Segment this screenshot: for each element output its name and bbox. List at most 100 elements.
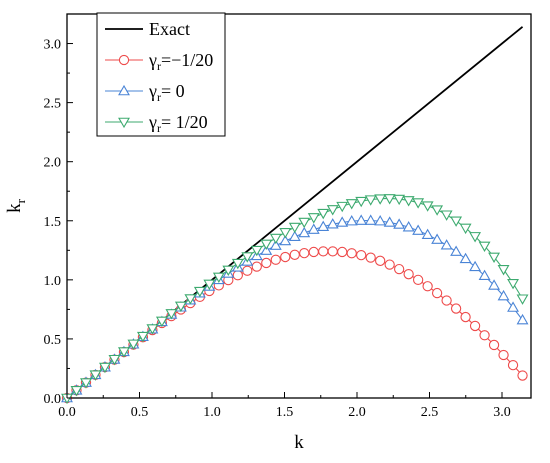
y-tick-label: 1.0 — [44, 274, 62, 289]
data-point-2 — [355, 214, 368, 225]
legend-subscript: r — [157, 59, 161, 73]
data-point-1 — [289, 249, 300, 260]
legend-text-rest: = 1/20 — [161, 112, 208, 132]
data-point-2 — [412, 224, 425, 235]
data-point-3 — [431, 205, 444, 216]
data-point-3 — [70, 386, 83, 397]
y-tick-label: 1.5 — [44, 215, 62, 230]
data-point-3 — [241, 252, 254, 263]
data-point-3 — [326, 205, 339, 216]
data-point-3 — [99, 362, 111, 374]
data-point-3 — [108, 354, 121, 366]
data-point-3 — [345, 199, 358, 210]
data-point-1 — [488, 339, 500, 351]
data-point-1 — [460, 311, 471, 323]
data-point-3 — [459, 223, 472, 235]
plot-frame — [66, 13, 532, 399]
data-point-2 — [516, 313, 529, 325]
x-tick-label: 1.5 — [276, 405, 294, 420]
data-point-3 — [212, 272, 225, 284]
y-axis-title-main: k — [4, 203, 25, 213]
data-point-2 — [364, 214, 377, 225]
y-tick-label: 0.5 — [44, 333, 62, 348]
data-point-1 — [384, 259, 395, 270]
data-point-2 — [374, 215, 387, 226]
data-point-3 — [117, 347, 130, 358]
legend-box — [96, 12, 226, 137]
data-point-3 — [174, 301, 187, 313]
data-point-3 — [165, 309, 178, 320]
data-point-2 — [488, 279, 501, 290]
x-tick-label: 2.5 — [421, 405, 439, 420]
data-point-3 — [364, 195, 377, 206]
data-point-2 — [288, 230, 301, 242]
data-point-3 — [402, 196, 415, 207]
legend-text-rest: =−1/20 — [161, 50, 213, 70]
data-point-1 — [251, 261, 262, 272]
data-point-3 — [516, 294, 529, 305]
data-point-1 — [365, 252, 376, 263]
data-point-3 — [421, 201, 434, 212]
legend-symbol: γ — [148, 112, 157, 132]
data-point-2 — [269, 239, 282, 250]
legend-symbol: γ — [148, 50, 157, 70]
data-point-2 — [383, 216, 396, 227]
y-tick-label: 3.0 — [44, 38, 62, 53]
y-axis-title: kr — [4, 198, 28, 213]
data-point-3 — [469, 232, 482, 243]
legend-subscript: r — [157, 121, 161, 135]
data-point-1 — [356, 250, 367, 261]
data-point-3 — [383, 194, 396, 205]
data-point-2 — [279, 234, 292, 246]
data-point-1 — [299, 247, 310, 259]
data-point-1 — [412, 274, 424, 285]
legend-label: Exact — [149, 19, 190, 39]
data-point-2 — [421, 228, 434, 240]
data-point-1 — [308, 246, 319, 258]
plot-area — [66, 13, 532, 399]
data-point-2 — [298, 226, 311, 238]
data-point-1 — [375, 255, 386, 266]
data-point-2 — [402, 221, 415, 232]
legend-text-rest: = 0 — [161, 81, 185, 101]
legend-marker — [118, 84, 130, 96]
data-point-2 — [307, 223, 320, 234]
data-point-2 — [469, 260, 482, 272]
data-point-3 — [146, 324, 159, 335]
data-point-3 — [336, 201, 349, 213]
legend-marker — [118, 117, 130, 129]
data-point-2 — [336, 216, 349, 227]
legend-text-rest: Exact — [149, 19, 190, 39]
data-point-3 — [393, 194, 406, 206]
data-point-3 — [497, 265, 510, 276]
legend-label: γr= 1/20 — [148, 112, 208, 135]
data-point-1 — [261, 257, 272, 269]
data-point-2 — [497, 289, 510, 301]
data-point-1 — [394, 263, 405, 275]
x-axis-title: k — [294, 432, 304, 453]
x-tick-label: 0.0 — [58, 405, 76, 420]
legend-symbol: γ — [148, 81, 157, 101]
data-point-3 — [288, 222, 301, 234]
data-point-1 — [479, 330, 490, 341]
data-point-1 — [422, 281, 433, 292]
data-point-3 — [89, 370, 102, 381]
series-line-1 — [66, 250, 523, 399]
data-point-1 — [280, 251, 291, 263]
data-point-1 — [346, 248, 357, 259]
data-point-3 — [222, 265, 235, 277]
data-point-3 — [450, 216, 463, 227]
data-point-1 — [441, 295, 452, 306]
x-tick-label: 3.0 — [493, 405, 511, 420]
data-point-3 — [136, 331, 149, 343]
data-point-3 — [193, 286, 206, 298]
data-point-2 — [345, 215, 358, 226]
data-point-3 — [374, 194, 387, 205]
y-tick-label: 0.0 — [44, 392, 62, 407]
data-point-3 — [80, 378, 92, 389]
data-point-1 — [318, 246, 329, 257]
data-point-3 — [478, 241, 491, 253]
data-point-2 — [507, 301, 519, 312]
data-point-1 — [507, 360, 519, 371]
